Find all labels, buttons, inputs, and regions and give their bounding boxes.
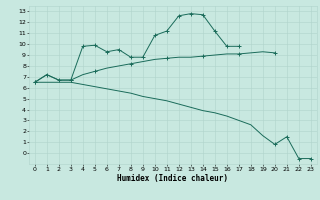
X-axis label: Humidex (Indice chaleur): Humidex (Indice chaleur) <box>117 174 228 183</box>
